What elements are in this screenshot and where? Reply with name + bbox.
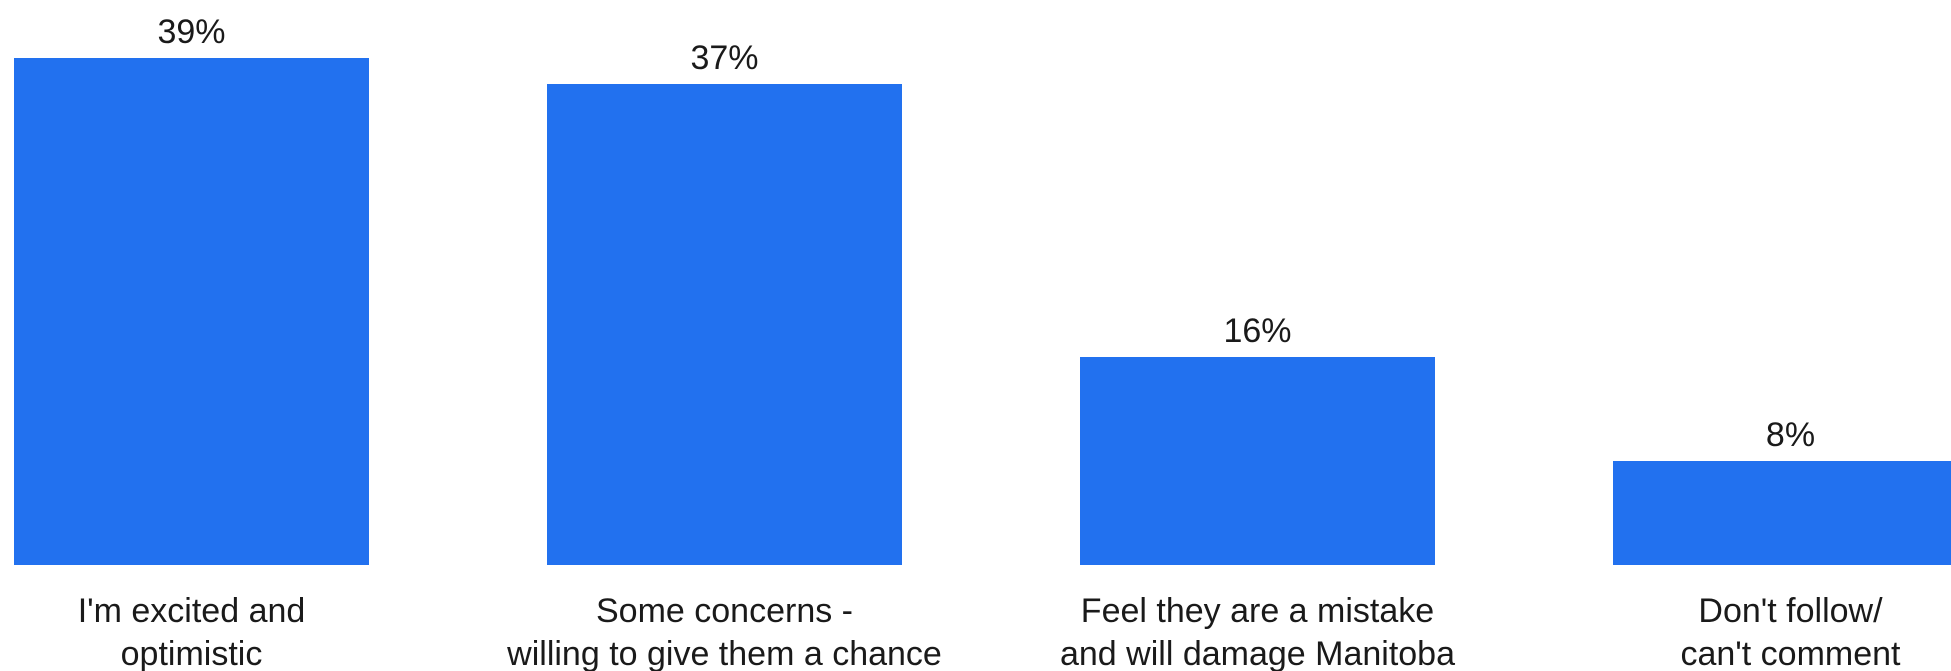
value-labels-group: 39% 37% 16% 8% <box>157 13 1815 454</box>
value-label-3: 16% <box>1223 312 1291 350</box>
category-label-4-line-1: Don't follow/ <box>1698 592 1883 630</box>
category-label-1-line-2: optimistic <box>121 635 263 671</box>
bar-4 <box>1613 461 1951 565</box>
category-label-2-line-2: willing to give them a chance <box>506 635 942 671</box>
category-label-2-line-1: Some concerns - <box>596 592 853 630</box>
bar-3 <box>1080 357 1435 565</box>
value-label-4: 8% <box>1766 416 1815 454</box>
value-label-1: 39% <box>157 13 225 51</box>
category-label-4-line-2: can't comment <box>1680 635 1901 671</box>
category-label-3-line-2: and will damage Manitoba <box>1060 635 1455 671</box>
category-label-1-line-1: I'm excited and <box>78 592 306 630</box>
value-label-2: 37% <box>690 39 758 77</box>
category-label-3-line-1: Feel they are a mistake <box>1081 592 1434 630</box>
bar-2 <box>547 84 902 565</box>
category-labels-group: I'm excited and optimistic Some concerns -… <box>78 592 1901 671</box>
bar-1 <box>14 58 369 565</box>
bars-group <box>14 58 1951 565</box>
